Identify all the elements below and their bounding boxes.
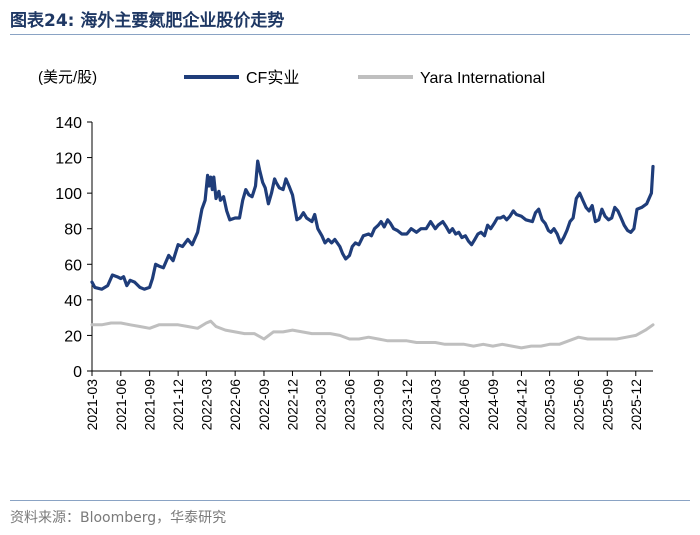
x-tick-label: 2025-03 xyxy=(542,379,558,431)
x-tick-label: 2024-03 xyxy=(427,379,443,431)
x-tick-label: 2022-09 xyxy=(256,379,272,431)
y-axis-label: (美元/股) xyxy=(38,69,97,86)
y-tick-label: 80 xyxy=(64,222,82,239)
x-tick-label: 2023-09 xyxy=(370,379,386,431)
x-tick-label: 2024-06 xyxy=(456,379,472,431)
x-tick-label: 2024-09 xyxy=(485,379,501,431)
figure-title: 图表24: 海外主要氮肥企业股价走势 xyxy=(10,11,285,31)
x-tick-label: 2022-03 xyxy=(198,379,214,431)
x-tick-label: 2025-09 xyxy=(599,379,615,431)
x-tick-label: 2025-12 xyxy=(628,379,644,431)
y-tick-label: 0 xyxy=(73,364,82,381)
x-tick-label: 2022-12 xyxy=(284,379,300,431)
y-tick-label: 20 xyxy=(64,328,82,345)
x-tick-label: 2025-06 xyxy=(570,379,586,431)
source-note: 资料来源：Bloomberg，华泰研究 xyxy=(10,510,227,526)
x-tick-label: 2021-03 xyxy=(84,379,100,431)
source-divider xyxy=(10,500,690,501)
y-tick-label: 60 xyxy=(64,257,82,274)
y-tick-label: 120 xyxy=(55,151,82,168)
x-tick-label: 2024-12 xyxy=(513,379,529,431)
x-tick-label: 2023-03 xyxy=(313,379,329,431)
x-tick-label: 2021-06 xyxy=(113,379,129,431)
x-tick-label: 2023-06 xyxy=(341,379,357,431)
y-tick-label: 100 xyxy=(55,186,82,203)
y-tick-label: 40 xyxy=(64,293,82,310)
line-chart: 0 20 40 60 80 100 120 140 2021-03 2021-06 2021-09 2… xyxy=(38,69,655,431)
y-tick-label: 140 xyxy=(55,115,82,132)
legend-label: CF实业 xyxy=(246,69,299,87)
series-line xyxy=(90,319,655,350)
series-line xyxy=(90,159,655,291)
x-tick-label: 2022-06 xyxy=(227,379,243,431)
legend-label: Yara International xyxy=(420,70,545,87)
x-tick-label: 2023-12 xyxy=(399,379,415,431)
title-divider xyxy=(10,34,690,35)
x-tick-label: 2021-09 xyxy=(142,379,158,431)
x-tick-label: 2021-12 xyxy=(170,379,186,431)
